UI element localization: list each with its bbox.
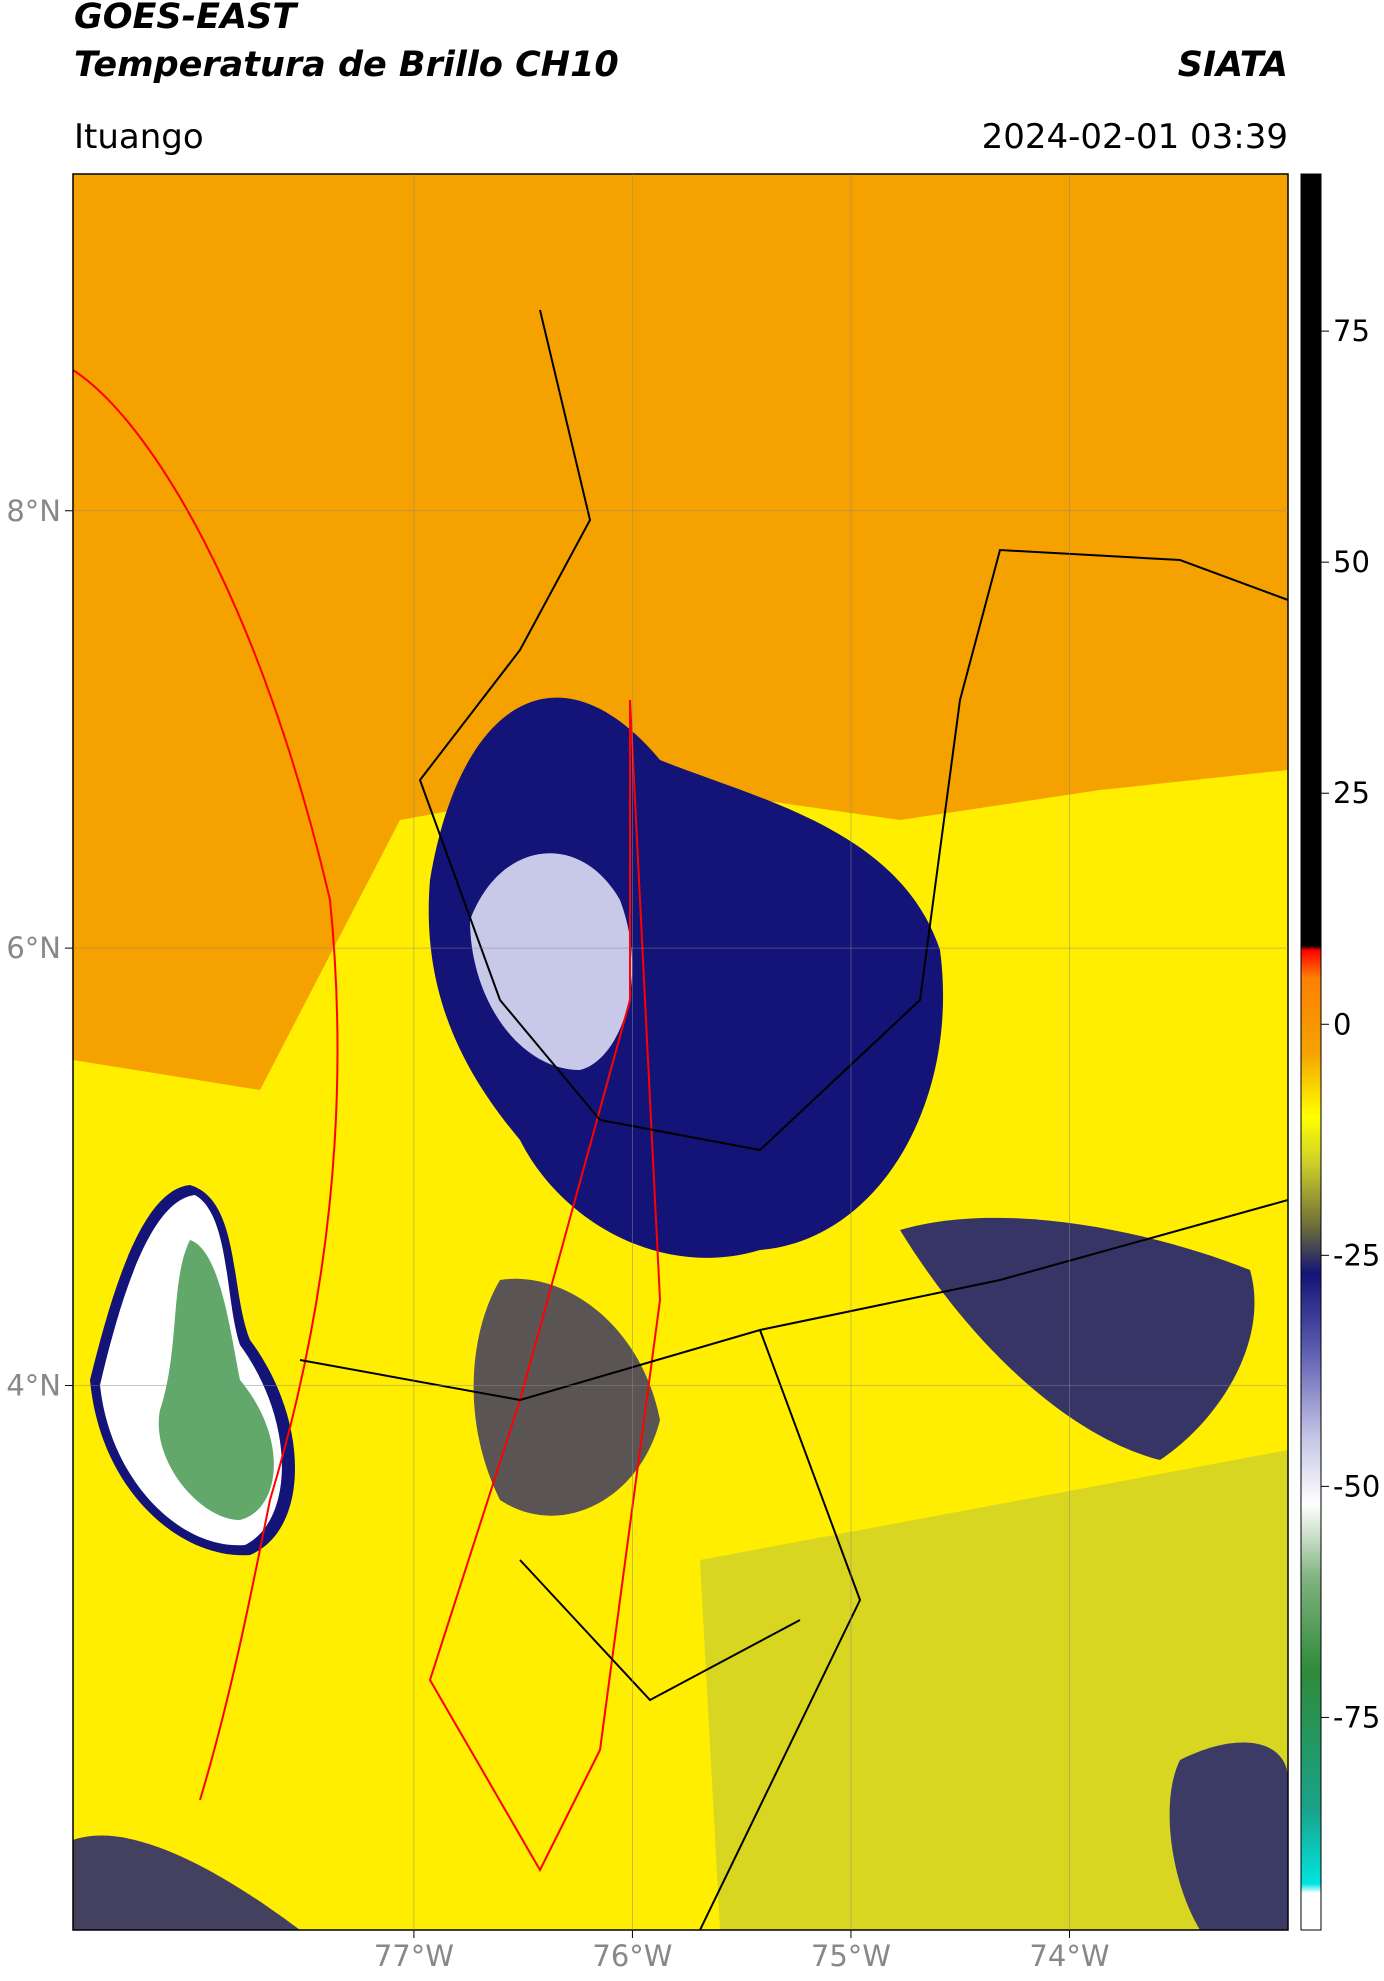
map-frame — [72, 173, 1289, 1931]
coastline — [73, 369, 339, 1801]
convective-cloud — [473, 1278, 660, 1516]
dry-area — [700, 1450, 1288, 1930]
convective-cloud — [428, 697, 944, 1258]
convective-cloud — [1169, 1742, 1288, 1930]
x-tick-label: 75°W — [811, 1939, 891, 1973]
coldest-core — [158, 1240, 274, 1520]
region-border — [428, 699, 662, 1873]
product-title: Temperatura de Brillo CH10 — [74, 45, 619, 85]
y-tick-label: 8°N — [6, 494, 61, 528]
colorbar-label: 50 — [1333, 545, 1370, 579]
datetime-label: 2024-02-01 03:39 — [982, 117, 1288, 157]
department-border — [418, 309, 1288, 1152]
colorbar-label: 25 — [1333, 776, 1370, 810]
colorbar — [1300, 173, 1322, 1931]
y-tick-label: 6°N — [6, 931, 61, 965]
x-tick-label: 74°W — [1029, 1939, 1109, 1973]
colorbar-label: -75 — [1333, 1700, 1380, 1734]
convective-cloud — [73, 1835, 300, 1930]
source-label: SIATA — [1178, 45, 1288, 85]
convective-cloud — [900, 1217, 1255, 1460]
location-label: Ituango — [74, 117, 204, 157]
x-tick-label: 76°W — [592, 1939, 672, 1973]
colorbar-label: 0 — [1333, 1007, 1351, 1041]
cloud-core — [470, 853, 633, 1070]
y-tick-label: 4°N — [6, 1368, 61, 1402]
colorbar-label: -25 — [1333, 1238, 1380, 1272]
colorbar-label: -50 — [1333, 1469, 1380, 1503]
map-image — [73, 174, 1288, 1930]
x-tick-label: 77°W — [374, 1939, 454, 1973]
colorbar-label: 75 — [1333, 314, 1370, 348]
satellite-title: GOES-EAST — [74, 0, 299, 37]
department-border — [299, 1199, 1288, 1930]
